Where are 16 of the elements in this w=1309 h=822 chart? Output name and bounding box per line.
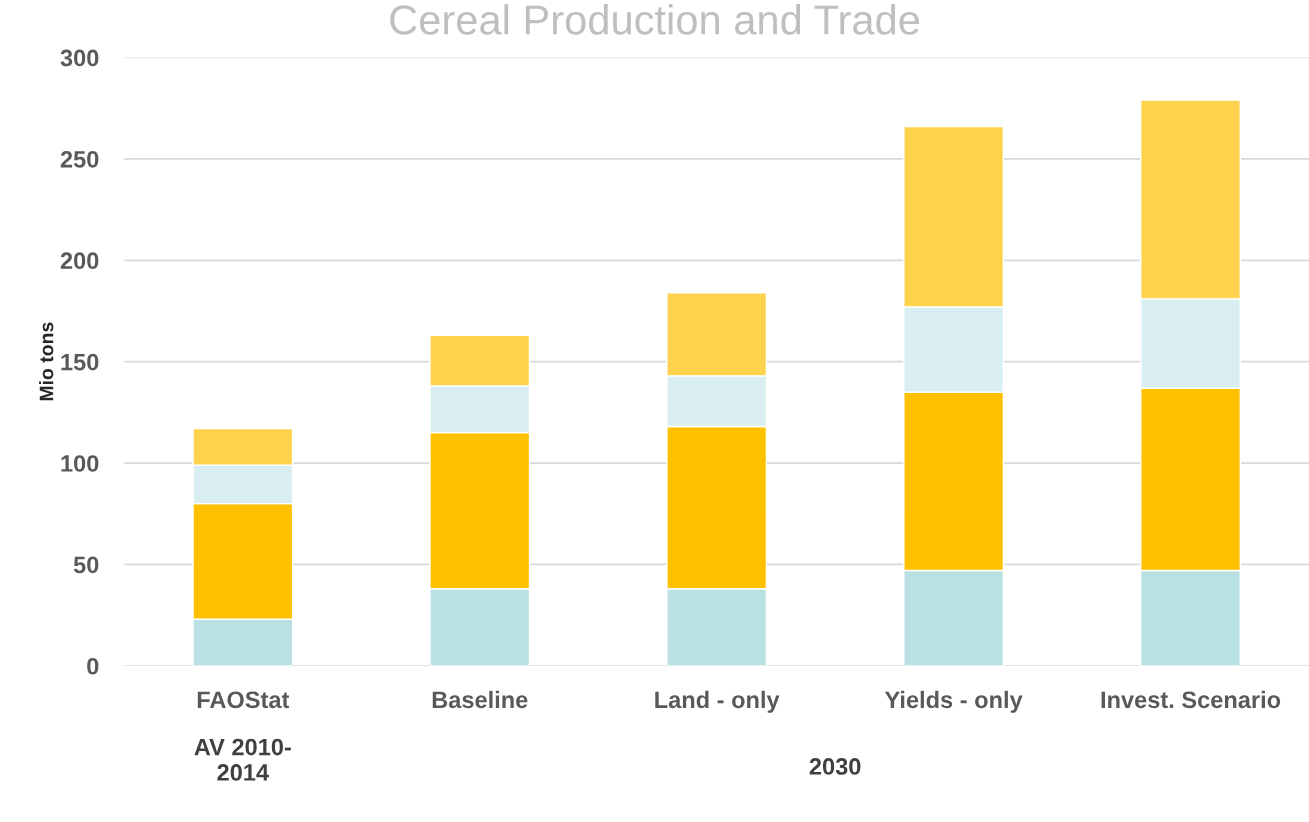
x-tick-label: Invest. Scenario — [1101, 690, 1281, 709]
y-tick-label: 250 — [60, 150, 99, 168]
y-tick-label: 200 — [60, 252, 99, 270]
y-axis-title: Mio tons — [39, 322, 54, 401]
y-tick-label: 0 — [87, 657, 99, 675]
text: AV 2010- 2014 — [194, 738, 291, 781]
x-tick-label: FAOStat — [197, 691, 290, 709]
y-tick-label: 150 — [61, 353, 99, 371]
y-tick-label: 300 — [60, 49, 99, 67]
text: 2030 — [809, 758, 861, 775]
y-tick-label: 100 — [61, 455, 99, 472]
y-tick-label: 50 — [73, 556, 99, 574]
x-tick-label: Yields - only — [884, 690, 1023, 713]
x-tick-label: Baseline — [432, 690, 528, 709]
x-tick-label: Land - only — [655, 690, 780, 713]
chart-title: Cereal Production and Trade — [390, 4, 920, 35]
